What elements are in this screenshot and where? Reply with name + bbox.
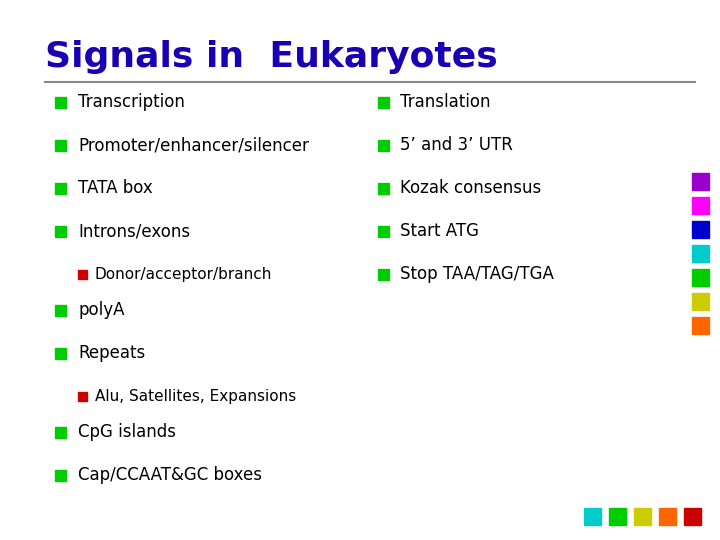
Text: CpG islands: CpG islands — [78, 423, 176, 441]
Bar — [684, 508, 701, 525]
Bar — [55, 305, 66, 315]
Bar — [55, 226, 66, 237]
Text: Cap/CCAAT&GC boxes: Cap/CCAAT&GC boxes — [78, 466, 262, 484]
Text: Transcription: Transcription — [78, 93, 185, 111]
Bar — [609, 508, 626, 525]
Bar — [55, 427, 66, 437]
Bar — [78, 269, 87, 279]
Bar — [55, 469, 66, 481]
Bar — [692, 197, 709, 214]
Bar — [692, 245, 709, 262]
Bar — [584, 508, 601, 525]
Bar — [55, 348, 66, 359]
Text: TATA box: TATA box — [78, 179, 153, 197]
Bar — [378, 139, 389, 151]
Bar — [692, 173, 709, 190]
Bar — [55, 183, 66, 193]
Text: 5’ and 3’ UTR: 5’ and 3’ UTR — [400, 136, 513, 154]
Bar — [634, 508, 651, 525]
Bar — [55, 139, 66, 151]
Bar — [378, 226, 389, 237]
Bar — [378, 97, 389, 107]
Text: Repeats: Repeats — [78, 344, 145, 362]
Bar — [78, 392, 87, 401]
Bar — [55, 97, 66, 107]
Text: Kozak consensus: Kozak consensus — [400, 179, 541, 197]
Text: Alu, Satellites, Expansions: Alu, Satellites, Expansions — [95, 388, 296, 403]
Bar — [692, 317, 709, 334]
Text: Donor/acceptor/branch: Donor/acceptor/branch — [95, 267, 272, 281]
Bar — [378, 268, 389, 280]
Text: Signals in  Eukaryotes: Signals in Eukaryotes — [45, 40, 498, 74]
Text: Promoter/enhancer/silencer: Promoter/enhancer/silencer — [78, 136, 309, 154]
Bar — [692, 221, 709, 238]
Bar — [692, 293, 709, 310]
Text: Introns/exons: Introns/exons — [78, 222, 190, 240]
Bar — [378, 183, 389, 193]
Text: Start ATG: Start ATG — [400, 222, 479, 240]
Text: polyA: polyA — [78, 301, 125, 319]
Text: Stop TAA/TAG/TGA: Stop TAA/TAG/TGA — [400, 265, 554, 283]
Bar — [692, 269, 709, 286]
Bar — [659, 508, 676, 525]
Text: Translation: Translation — [400, 93, 490, 111]
